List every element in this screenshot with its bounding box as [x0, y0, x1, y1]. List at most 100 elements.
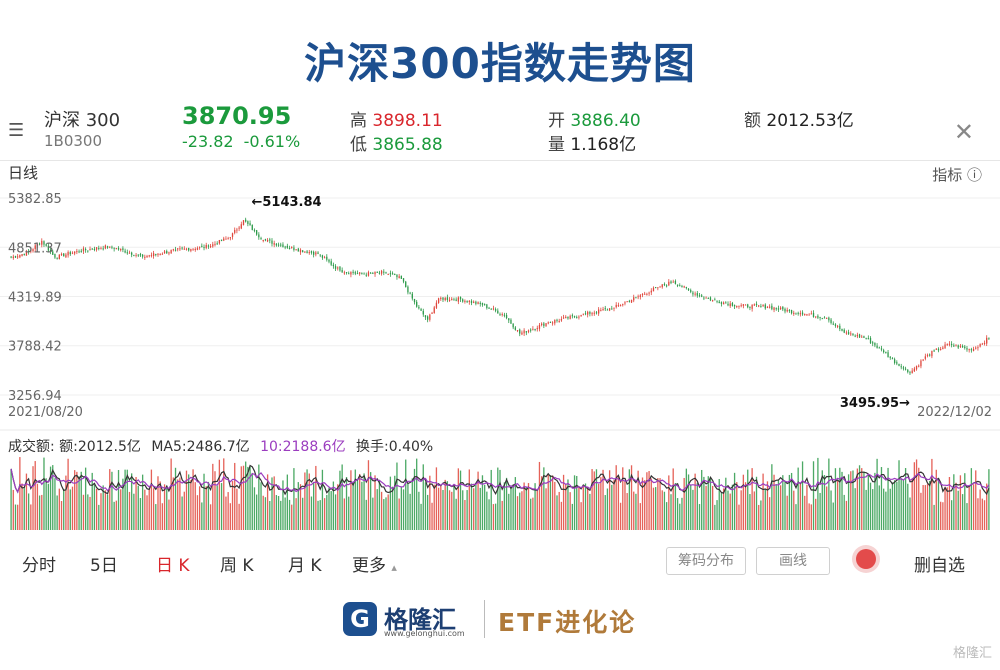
candle-body: [464, 300, 466, 302]
volume-bar: [133, 493, 135, 530]
tab-monthly-k[interactable]: 月 K: [288, 556, 322, 576]
volume-bar: [630, 465, 633, 530]
volume-bar: [448, 490, 451, 530]
candle-body: [913, 368, 916, 372]
volume-bar: [218, 459, 221, 530]
candle-body: [32, 249, 34, 252]
volume-bar: [479, 487, 481, 530]
candle-body: [398, 276, 400, 279]
candle-body: [321, 255, 324, 258]
brand-site: www.gelonghui.com: [384, 629, 465, 638]
volume-bar: [543, 467, 545, 530]
candle-body: [150, 255, 153, 257]
candle-body: [345, 272, 348, 274]
volume-bar: [769, 497, 771, 530]
volume-bar: [402, 489, 405, 530]
candle-body: [880, 348, 883, 350]
volume-bar: [378, 479, 381, 530]
volume-bar: [747, 469, 749, 530]
candle-body: [207, 245, 210, 247]
candle-body: [385, 272, 387, 274]
volume-bar: [907, 483, 909, 530]
volume-bar: [464, 500, 466, 530]
candle-body: [865, 337, 867, 339]
volume-bar: [836, 480, 839, 530]
volume-bar: [896, 481, 898, 530]
volume-bar: [676, 498, 679, 530]
candle-body: [359, 272, 361, 274]
kline-chart[interactable]: 5382.85 4851.37 4319.89 3788.42 3256.94 2021…: [0, 180, 1000, 530]
volume-bar: [968, 485, 970, 530]
candle-body: [266, 239, 269, 242]
remove-watchlist-button[interactable]: 删自选: [914, 556, 965, 576]
indicator-button[interactable]: 指标 ⓘ: [932, 164, 982, 185]
y-tick-label: 5382.85: [8, 192, 62, 207]
candle-body: [635, 297, 637, 299]
volume-bar: [753, 491, 755, 530]
chip-distribution-button[interactable]: 筹码分布: [666, 547, 746, 575]
candle-body: [801, 312, 804, 315]
volume-bar: [170, 458, 172, 530]
candle-body: [692, 292, 694, 295]
candle-body: [433, 307, 435, 314]
candle-body: [918, 365, 920, 367]
candle-body: [365, 274, 367, 276]
candle-body: [65, 254, 67, 258]
volume-bar: [646, 472, 648, 530]
volume-bar: [106, 494, 109, 530]
volume-bar: [212, 463, 214, 530]
candle-body: [626, 301, 628, 303]
candle-body: [240, 224, 242, 229]
ma5-label: MA5:2486.7亿: [151, 439, 249, 455]
candle-body: [755, 303, 758, 306]
volume-bar: [203, 473, 205, 530]
volume-bar: [839, 467, 841, 530]
volume-bar: [549, 475, 552, 530]
volume-bar: [30, 504, 32, 530]
volume-bar: [902, 480, 905, 530]
volume-bar: [84, 467, 87, 530]
candle-body: [282, 244, 284, 248]
volume-bar: [648, 471, 650, 530]
candle-body: [740, 305, 742, 307]
volume-bar: [74, 470, 76, 530]
volume-bar: [703, 476, 705, 530]
candle-body: [84, 249, 87, 251]
volume-bar: [665, 502, 668, 530]
candle-body: [407, 286, 409, 293]
candle-body: [576, 317, 578, 319]
candle-body: [652, 287, 655, 292]
candle-body: [115, 248, 117, 250]
volume-bar: [683, 477, 685, 530]
record-dot-icon[interactable]: [856, 549, 876, 569]
watermark: 格隆汇: [952, 646, 992, 661]
tab-intraday[interactable]: 分时: [22, 556, 56, 576]
tab-daily-k[interactable]: 日 K: [156, 556, 190, 576]
candle-body: [497, 310, 499, 314]
close-icon[interactable]: ✕: [953, 118, 974, 146]
candle-body: [977, 347, 979, 349]
tab-more[interactable]: 更多 ▴: [352, 551, 397, 576]
candle-body: [234, 230, 236, 233]
candle-body: [799, 313, 802, 315]
volume-bar: [512, 484, 514, 530]
candle-body: [536, 328, 538, 330]
tab-5day[interactable]: 5日: [90, 556, 118, 576]
candle-body: [89, 249, 91, 251]
candle-body: [350, 272, 352, 275]
volume-bar: [795, 504, 797, 530]
menu-icon[interactable]: ☰: [8, 120, 25, 141]
volume-bar: [854, 488, 856, 530]
volume-bar: [71, 486, 74, 530]
volume-bar: [580, 502, 582, 530]
volume-bar: [986, 483, 988, 530]
candle-body: [383, 271, 385, 273]
volume-bar: [367, 460, 370, 530]
candle-body: [277, 244, 280, 246]
draw-line-button[interactable]: 画线: [756, 547, 830, 575]
candle-body: [420, 309, 422, 311]
candle-body: [36, 244, 39, 246]
volume-bar: [264, 497, 267, 530]
tab-weekly-k[interactable]: 周 K: [220, 556, 254, 576]
volume-bar: [440, 485, 442, 530]
